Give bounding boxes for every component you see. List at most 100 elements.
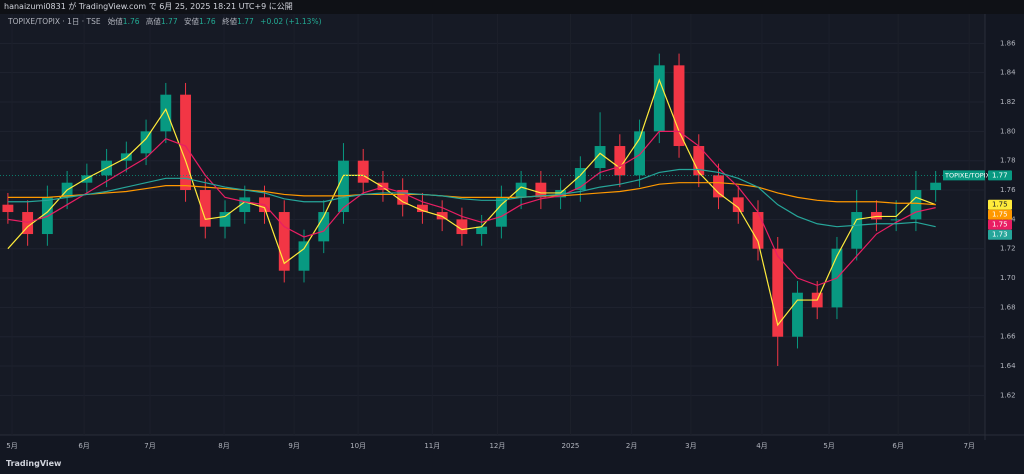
candle-body <box>338 160 349 213</box>
candle-body <box>614 146 626 176</box>
candle-body <box>81 175 93 183</box>
legend-label: 始値 <box>107 17 123 26</box>
x-tick-label: 6月 <box>892 442 903 450</box>
moving-average <box>7 130 936 287</box>
last-price-label: 1.77 <box>992 171 1008 179</box>
x-tick-label: 7月 <box>963 442 974 450</box>
x-tick-label: 6月 <box>78 442 89 450</box>
x-tick-label: 4月 <box>756 442 767 450</box>
x-tick-label: 9月 <box>288 442 299 450</box>
y-tick-label: 1.72 <box>1000 245 1016 253</box>
candle-body <box>476 226 488 235</box>
x-tick-label: 2025 <box>562 442 580 450</box>
ma-last-label: 1.75 <box>992 211 1008 219</box>
candle-body <box>456 219 468 235</box>
y-tick-label: 1.64 <box>1000 362 1016 370</box>
legend-value: 1.77 <box>160 17 178 26</box>
y-tick-label: 1.66 <box>1000 333 1016 341</box>
ma-badge <box>988 199 1012 210</box>
ma-badge <box>988 209 1012 220</box>
symbol-label: TOPIXE/TOPIX <box>944 171 991 179</box>
candle-body <box>318 212 330 242</box>
candle-body <box>574 168 586 191</box>
legend-change: +0.02 (+1.13%) <box>260 17 322 26</box>
x-tick-label: 11月 <box>424 442 440 450</box>
legend-value: 1.76 <box>122 17 140 26</box>
candle-body <box>239 197 251 213</box>
candle-body <box>515 182 527 198</box>
publish-bar: hanaizumi0831 が TradingView.com で 6月 25,… <box>0 0 1024 14</box>
candle-body <box>219 212 231 227</box>
candle-body <box>2 204 14 213</box>
candle-body <box>160 94 172 132</box>
legend-symbol: TOPIXE/TOPIX · 1日 · TSE <box>8 17 101 26</box>
candle-body <box>495 197 507 227</box>
x-tick-label: 5月 <box>6 442 17 450</box>
candle-body <box>357 160 369 183</box>
legend-label: 高値 <box>145 17 161 26</box>
legend-value: 1.76 <box>198 17 216 26</box>
y-tick-label: 1.68 <box>1000 303 1016 311</box>
legend-value: 1.77 <box>237 17 254 26</box>
x-tick-label: 12月 <box>489 442 505 450</box>
candle-body <box>278 212 290 271</box>
candle-body <box>752 212 764 249</box>
candle-body <box>397 190 409 205</box>
price-badge <box>988 170 1012 181</box>
candle-body <box>693 146 705 176</box>
candle-body <box>377 182 389 191</box>
ma-last-label: 1.75 <box>992 201 1008 209</box>
y-tick-label: 1.76 <box>1000 186 1016 194</box>
candle-body <box>890 219 902 221</box>
candle-body <box>555 190 567 198</box>
candle-body <box>851 212 863 249</box>
ma-badge <box>988 219 1012 230</box>
legend-label: 終値 <box>222 17 238 26</box>
candle-body <box>140 131 152 154</box>
candle-body <box>535 182 547 198</box>
candle-body <box>199 190 211 227</box>
y-tick-label: 1.70 <box>1000 274 1016 282</box>
candle-body <box>871 212 882 220</box>
candle-body <box>653 65 665 132</box>
candle-body <box>416 204 428 213</box>
ohlc-legend: TOPIXE/TOPIX · 1日 · TSE 始値1.76 高値1.77 安値… <box>8 16 326 27</box>
y-tick-label: 1.86 <box>1000 39 1016 47</box>
y-tick-label: 1.78 <box>1000 157 1016 165</box>
ma-last-label: 1.73 <box>992 231 1008 239</box>
y-tick-label: 1.82 <box>1000 98 1016 106</box>
candle-body <box>732 197 744 213</box>
legend-label: 安値 <box>183 17 199 26</box>
x-tick-label: 2月 <box>626 442 637 450</box>
candle-body <box>792 292 803 337</box>
ma-last-label: 1.75 <box>992 221 1008 229</box>
x-tick-label: 10月 <box>350 442 366 450</box>
brand[interactable]: TradingView <box>6 459 62 468</box>
candle-body <box>634 131 645 176</box>
symbol-badge <box>943 170 985 181</box>
candle-body <box>298 241 310 271</box>
ma-badge <box>988 229 1012 240</box>
candle-body <box>594 146 606 169</box>
x-tick-label: 3月 <box>685 442 696 450</box>
candle-body <box>713 175 724 198</box>
x-tick-label: 7月 <box>144 442 155 450</box>
candle-body <box>910 190 922 220</box>
moving-average <box>7 182 936 206</box>
candle-body <box>930 182 942 191</box>
candle-body <box>772 248 784 337</box>
y-tick-label: 1.84 <box>1000 69 1016 77</box>
moving-average <box>7 78 936 327</box>
candle-body <box>22 212 34 235</box>
y-tick-label: 1.62 <box>1000 391 1016 399</box>
candle-body <box>180 94 191 191</box>
x-tick-label: 8月 <box>218 442 229 450</box>
moving-average <box>7 168 936 228</box>
x-tick-label: 5月 <box>823 442 834 450</box>
plot-background <box>0 14 985 435</box>
candle-body <box>673 65 685 147</box>
candle-body <box>41 197 53 235</box>
candle-body <box>436 212 448 220</box>
